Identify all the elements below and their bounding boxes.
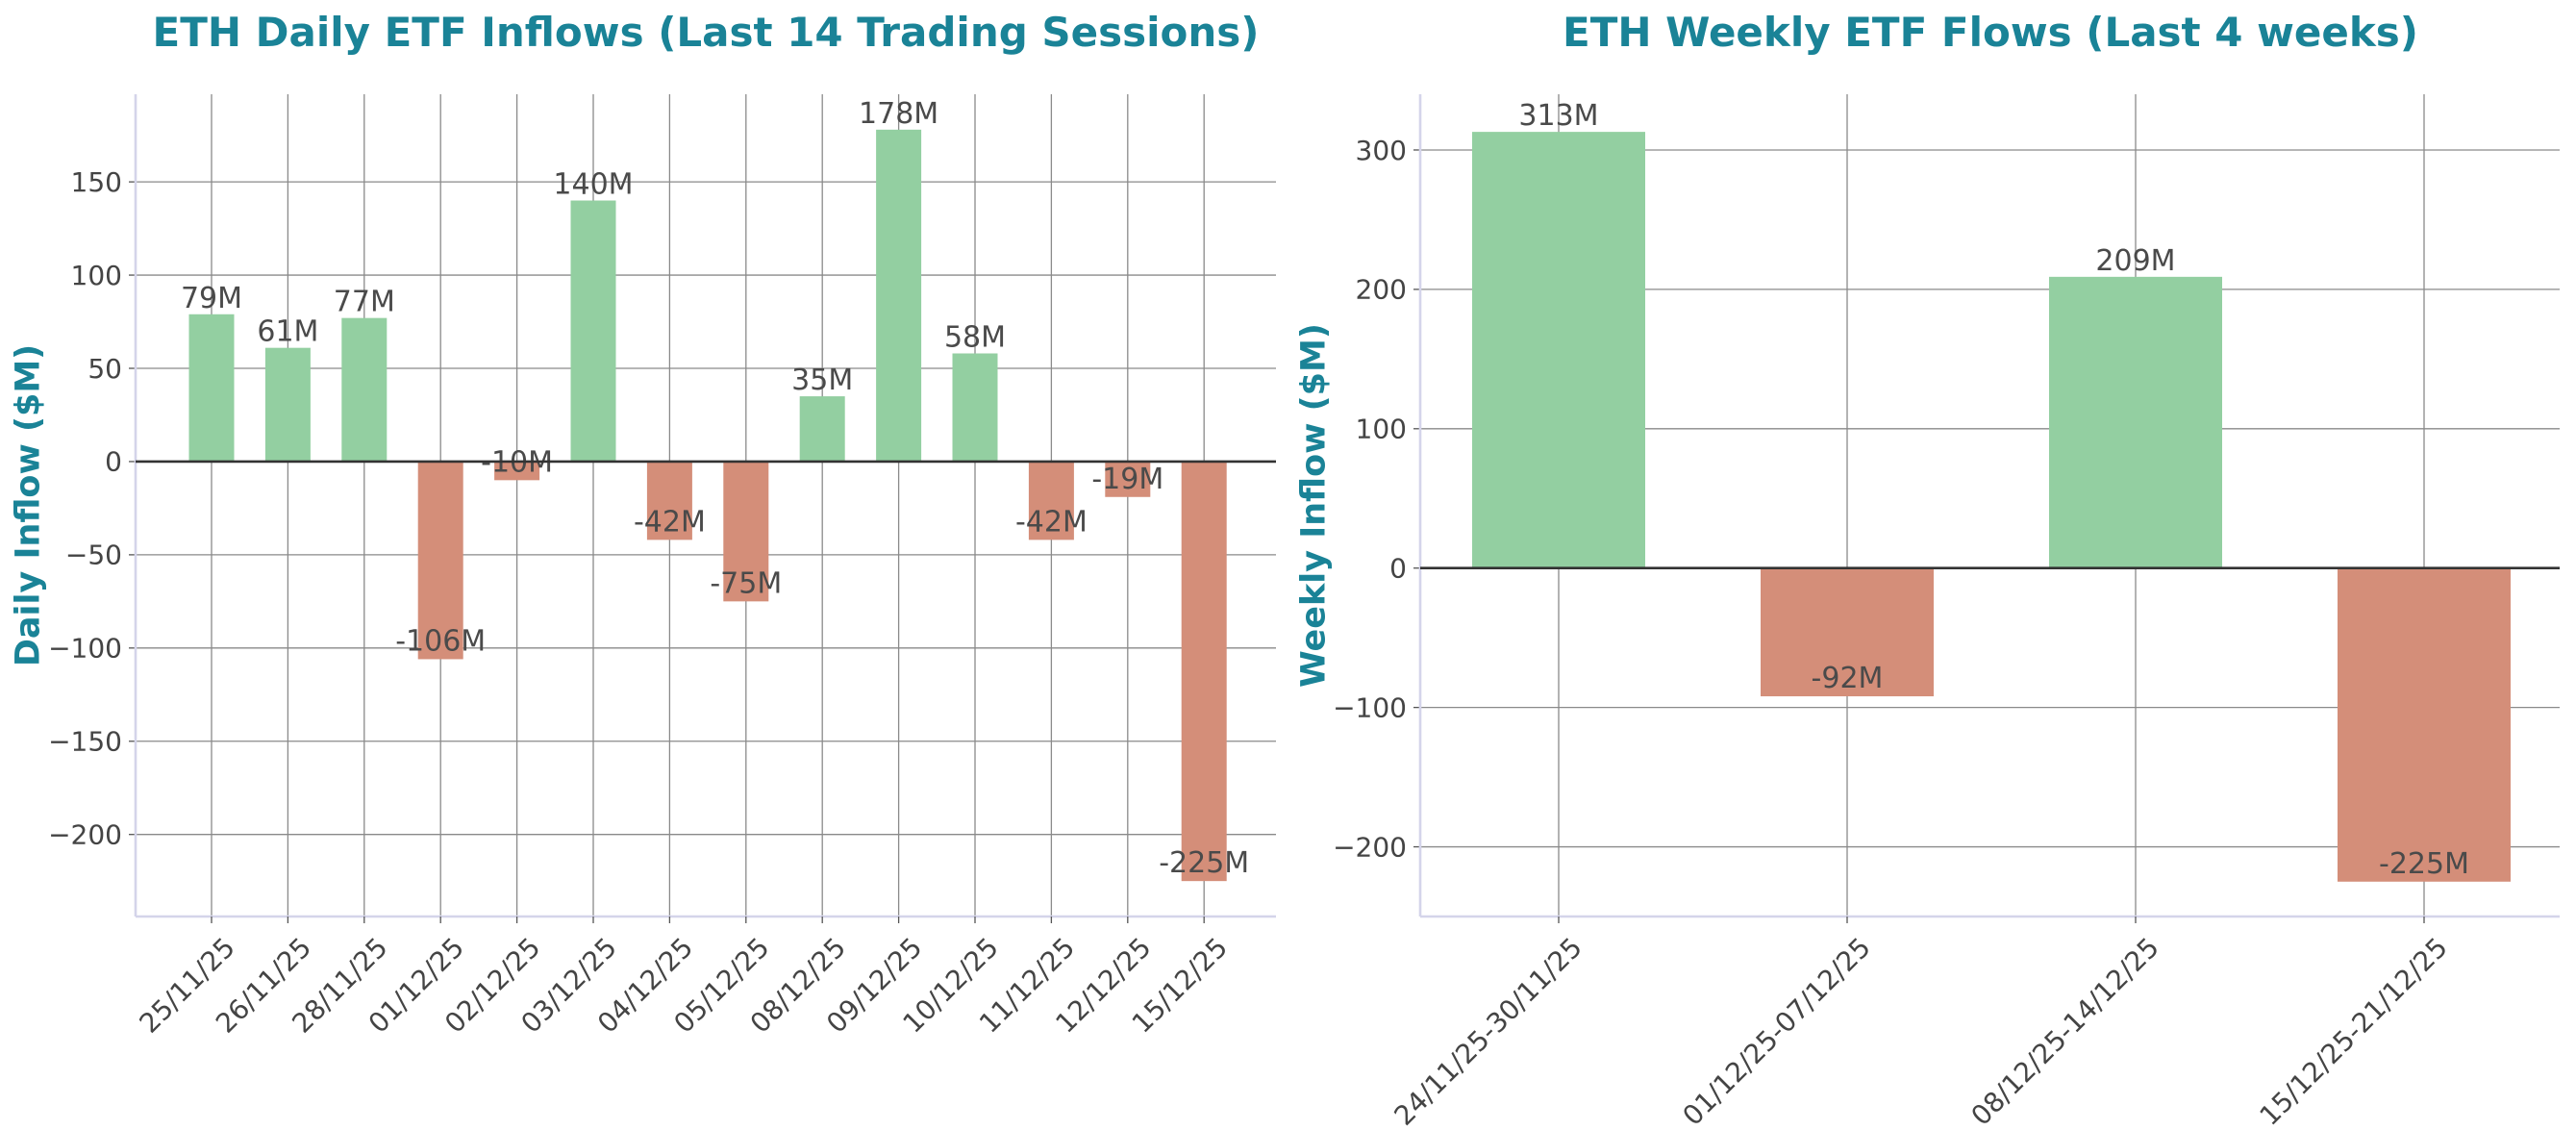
data-label: 77M [334, 286, 395, 319]
bar [1028, 461, 1074, 540]
bar [570, 200, 616, 462]
x-tick-label: 01/12/25-07/12/25 [1676, 931, 1876, 1130]
bar [952, 353, 998, 462]
bar [1761, 567, 1934, 697]
y-tick-label: −100 [48, 633, 122, 665]
bar [417, 461, 463, 660]
data-label: 58M [944, 320, 1006, 354]
y-tick-label: −150 [48, 726, 122, 758]
data-label: 209M [2095, 244, 2175, 278]
x-tick-label: 08/12/25-14/12/25 [1964, 931, 2164, 1130]
data-label: -106M [395, 624, 486, 658]
data-label: 140M [553, 168, 633, 202]
y-axis-label: Weekly Inflow ($M) [1294, 323, 1333, 688]
bar [723, 461, 769, 602]
bar [188, 314, 235, 462]
data-label: 61M [257, 315, 318, 349]
y-tick-label: 100 [1356, 414, 1407, 445]
y-tick-label: 100 [71, 260, 122, 291]
bar [341, 317, 388, 462]
data-label: 178M [859, 97, 938, 131]
data-label: 79M [181, 282, 242, 315]
chart-title: ETH Weekly ETF Flows (Last 4 weeks) [1563, 9, 2418, 56]
data-label: -225M [2379, 847, 2469, 881]
bar [2049, 276, 2222, 568]
chart-title: ETH Daily ETF Inflows (Last 14 Trading S… [153, 9, 1260, 56]
bar [799, 396, 845, 462]
data-label: -75M [710, 566, 782, 600]
bar [494, 461, 540, 481]
bar [264, 347, 311, 462]
y-tick-label: 200 [1356, 274, 1407, 306]
data-label: 35M [791, 364, 853, 397]
data-label: -225M [1159, 846, 1249, 880]
bar [1472, 132, 1645, 568]
y-tick-label: −200 [48, 818, 122, 850]
y-tick-label: −200 [1333, 831, 1407, 863]
y-tick-label: 300 [1356, 135, 1407, 166]
data-label: -42M [1015, 505, 1088, 539]
data-label: -92M [1812, 662, 1884, 695]
bar [1181, 461, 1227, 882]
bar [876, 129, 922, 462]
y-axis-label: Daily Inflow ($M) [9, 344, 47, 666]
bar [2338, 567, 2511, 882]
x-tick-label: 15/12/25-21/12/25 [2253, 931, 2453, 1130]
bar [1105, 461, 1151, 497]
chart-panel-1: ETH Daily ETF Inflows (Last 14 Trading S… [9, 9, 1276, 1040]
data-label: -19M [1091, 463, 1163, 496]
y-tick-label: −50 [65, 540, 122, 571]
y-tick-label: −100 [1333, 691, 1407, 723]
x-tick-label: 24/11/25-30/11/25 [1388, 931, 1588, 1130]
y-tick-label: 0 [1389, 553, 1407, 585]
chart-panel-2: ETH Weekly ETF Flows (Last 4 weeks) Weekl… [1294, 9, 2560, 1130]
data-label: -42M [634, 505, 706, 539]
y-tick-label: 50 [88, 353, 122, 385]
bar [646, 461, 692, 540]
data-label: 313M [1518, 99, 1598, 133]
y-tick-label: 150 [71, 166, 122, 198]
y-tick-label: 0 [105, 446, 122, 478]
